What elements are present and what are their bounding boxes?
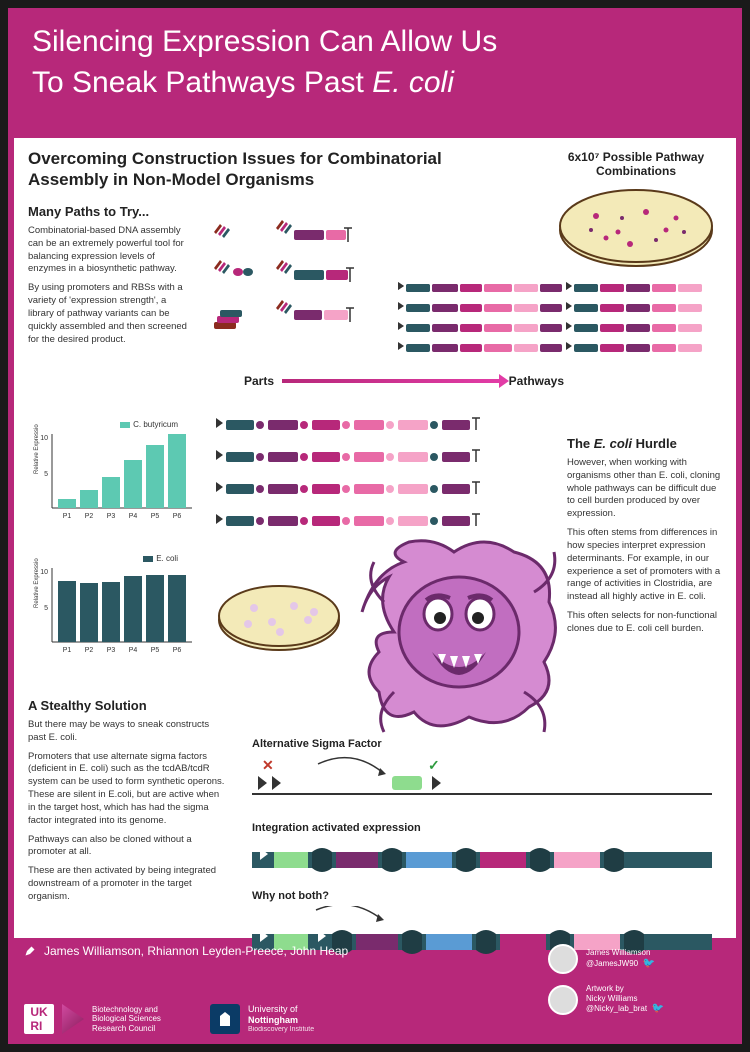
svg-text:P2: P2 xyxy=(85,647,94,654)
legend-swatch xyxy=(143,556,153,562)
logo-uon: University of Nottingham Biodiscovery In… xyxy=(210,1004,314,1034)
label-pathways: Pathways xyxy=(509,374,564,388)
text-stealthy: But there may be ways to sneak construct… xyxy=(28,719,228,904)
diagram-integration: Integration activated expression xyxy=(252,822,712,883)
ecoli-monster-illustration xyxy=(354,532,564,742)
avatar-icon xyxy=(548,944,578,974)
uon-mark xyxy=(210,1004,240,1034)
text-many-paths: Combinatorial-based DNA assembly can be … xyxy=(28,225,188,346)
legend-swatch xyxy=(120,422,130,428)
svg-text:P4: P4 xyxy=(129,647,138,654)
credit-author: James Williamson @JamesJW90 🐦 xyxy=(548,944,728,974)
svg-text:5: 5 xyxy=(44,471,48,478)
section-ecoli-hurdle: The E. coli Hurdle However, when working… xyxy=(567,436,722,642)
footer-logos: UKRI Biotechnology and Biological Scienc… xyxy=(24,1004,314,1034)
heading-many-paths: Many Paths to Try... xyxy=(28,204,188,219)
subtitle: Overcoming Construction Issues for Combi… xyxy=(28,148,448,191)
bar-chart-2: Relative Expression Strength 10 5 P1 P2 P3… xyxy=(28,558,198,658)
svg-text:10: 10 xyxy=(40,569,48,576)
sequence-rows-mid xyxy=(214,416,509,546)
svg-text:P4: P4 xyxy=(129,513,138,520)
title-species: E. coli xyxy=(372,66,454,99)
svg-text:Relative Expression Strength: Relative Expression Strength xyxy=(34,558,40,608)
poster-root: Silencing Expression Can Allow Us To Sne… xyxy=(8,8,742,1044)
ukri-label: Biotechnology and Biological Sciences Re… xyxy=(92,1005,192,1034)
section-stealthy: A Stealthy Solution But there may be way… xyxy=(28,698,228,910)
svg-text:P5: P5 xyxy=(151,513,160,520)
svg-text:P5: P5 xyxy=(151,647,160,654)
chart-ecoli: E. coli Relative Expression Strength 10 … xyxy=(28,558,198,658)
svg-text:✕: ✕ xyxy=(262,757,274,773)
ukri-triangle-icon xyxy=(62,1004,84,1034)
svg-text:P2: P2 xyxy=(85,513,94,520)
chart-clostridia: C. butyricum Relative Expression Strengt… xyxy=(28,424,198,524)
heading-stealthy: A Stealthy Solution xyxy=(28,698,228,713)
title-line-2a: To Sneak Pathways Past xyxy=(32,66,372,99)
avatar-icon xyxy=(548,985,578,1015)
text-ecoli-hurdle: However, when working with organisms oth… xyxy=(567,457,722,636)
uon-text: University of Nottingham Biodiscovery In… xyxy=(248,1004,314,1034)
diagram-alt-sigma: Alternative Sigma Factor ✕ ✓ xyxy=(252,738,712,815)
combinations-label: 6x10⁷ Possible Pathway Combinations xyxy=(556,150,716,179)
svg-text:P3: P3 xyxy=(107,647,116,654)
parts-cluster-graphic xyxy=(206,204,391,354)
svg-text:P6: P6 xyxy=(173,647,182,654)
svg-text:5: 5 xyxy=(44,605,48,612)
logo-ukri: UKRI Biotechnology and Biological Scienc… xyxy=(24,1004,192,1034)
poster-body: Overcoming Construction Issues for Combi… xyxy=(14,138,736,938)
svg-text:Relative Expression Strength: Relative Expression Strength xyxy=(34,424,40,474)
svg-text:P1: P1 xyxy=(63,647,72,654)
svg-text:P6: P6 xyxy=(173,513,182,520)
svg-text:✓: ✓ xyxy=(428,757,440,773)
credit-artwork: Artwork by Nicky Williams @Nicky_lab_bra… xyxy=(548,984,728,1015)
arrow-icon xyxy=(282,379,501,383)
poster-footer: James Williamson, Rhiannon Leyden-Preece… xyxy=(8,938,742,1044)
pathway-rows-graphic xyxy=(396,278,716,364)
heading-ecoli-hurdle: The E. coli Hurdle xyxy=(567,436,722,451)
ukri-mark: UKRI xyxy=(24,1004,54,1034)
svg-text:P1: P1 xyxy=(63,513,72,520)
authors: James Williamson, Rhiannon Leyden-Preece… xyxy=(24,944,348,958)
footer-credits: James Williamson @JamesJW90 🐦 Artwork by… xyxy=(548,944,728,1025)
svg-text:10: 10 xyxy=(40,435,48,442)
section-many-paths: Many Paths to Try... Combinatorial-based… xyxy=(28,204,188,352)
label-parts: Parts xyxy=(244,374,274,388)
twitter-icon: 🐦 xyxy=(640,958,655,969)
petri-dish-mid xyxy=(214,578,344,658)
twitter-icon: 🐦 xyxy=(649,1003,664,1014)
bar-chart-1: Relative Expression Strength 10 5 P1 P2 P3… xyxy=(28,424,198,524)
svg-text:P3: P3 xyxy=(107,513,116,520)
parts-to-pathways-arrow: Parts Pathways xyxy=(244,368,564,394)
title-banner: Silencing Expression Can Allow Us To Sne… xyxy=(8,8,742,138)
petri-dish-top xyxy=(556,182,716,272)
pen-icon xyxy=(24,945,36,957)
title-line-1: Silencing Expression Can Allow Us xyxy=(32,25,497,58)
